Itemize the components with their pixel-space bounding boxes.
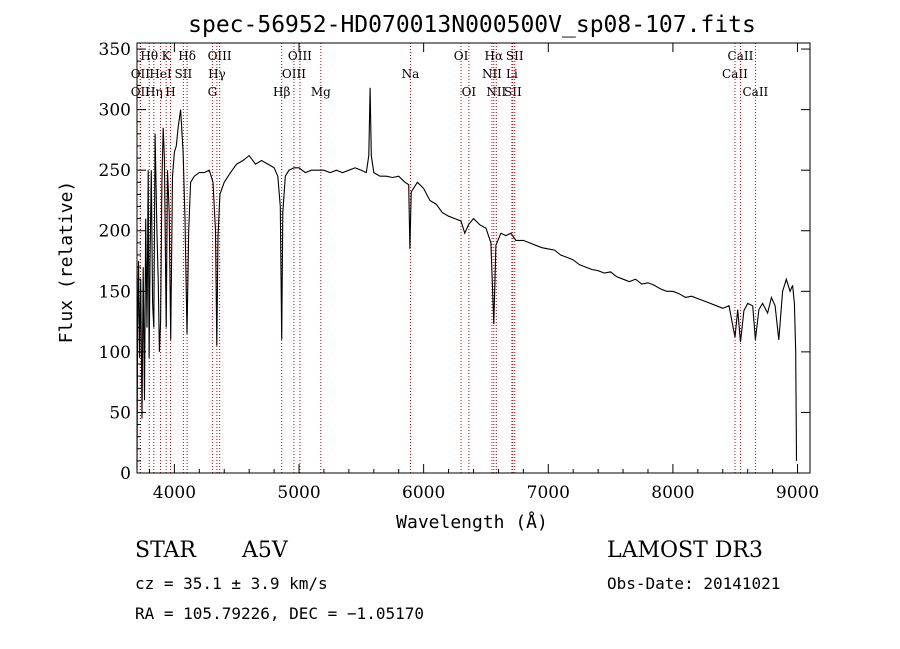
marker-label: OIII — [282, 67, 306, 81]
survey-label: LAMOST DR3 — [607, 538, 763, 563]
marker-label: Hδ — [178, 49, 196, 63]
marker-label: SII — [504, 85, 522, 99]
x-tick-label: 7000 — [527, 483, 570, 503]
line-markers: OIIHθOIIHηHeIKHSIIHδGHγOIIIHβOIIIOIIIMgN… — [131, 43, 769, 473]
marker-label: SII — [506, 49, 524, 63]
object-subclass: A5V — [242, 538, 288, 563]
y-tick-label: 300 — [99, 101, 131, 121]
x-tick-label: 6000 — [402, 483, 445, 503]
marker-label: NII — [486, 85, 506, 99]
chart-title: spec-56952-HD070013N000500V_sp08-107.fit… — [188, 12, 756, 38]
marker-label: Hη — [145, 85, 163, 99]
obs-date-text: Obs-Date: 20141021 — [607, 574, 781, 593]
marker-label: G — [208, 85, 218, 99]
x-tick-label: 8000 — [651, 483, 694, 503]
y-tick-label: 250 — [99, 161, 131, 181]
flux-series-line — [136, 87, 798, 470]
y-tick-label: 350 — [99, 40, 131, 60]
marker-label: HeI — [149, 67, 172, 81]
y-tick-label: 50 — [109, 403, 131, 423]
y-tick-label: 0 — [120, 464, 131, 484]
x-tick-label: 9000 — [776, 483, 819, 503]
marker-label: Hβ — [273, 85, 290, 99]
marker-label: K — [162, 49, 172, 63]
redshift-text: cz = 35.1 ± 3.9 km/s — [135, 574, 328, 593]
marker-label: CaII — [722, 67, 748, 81]
marker-label: Na — [402, 67, 420, 81]
marker-label: NII — [482, 67, 502, 81]
marker-label: Hθ — [140, 49, 158, 63]
marker-label: OIII — [208, 49, 232, 63]
plot-frame — [136, 42, 811, 474]
marker-label: OIII — [288, 49, 312, 63]
marker-label: OI — [454, 49, 469, 63]
x-tick-label: 5000 — [277, 483, 320, 503]
marker-label: Hγ — [208, 67, 226, 81]
y-tick-label: 150 — [99, 282, 131, 302]
marker-label: Li — [506, 67, 518, 81]
marker-label: SII — [175, 67, 193, 81]
marker-label: H — [165, 85, 175, 99]
y-axis-label: Flux (relative) — [56, 181, 77, 344]
object-class: STAR — [135, 538, 196, 563]
y-tick-label: 100 — [99, 343, 131, 363]
x-axis-label: Wavelength (Å) — [396, 511, 548, 533]
coordinates-text: RA = 105.79226, DEC = −1.05170 — [135, 604, 424, 623]
marker-label: CaII — [728, 49, 754, 63]
y-tick-label: 200 — [99, 222, 131, 242]
marker-label: OI — [462, 85, 477, 99]
marker-label: Hα — [485, 49, 504, 63]
marker-label: OII — [131, 67, 151, 81]
axis-ticks: 4000 5000 6000 7000 8000 9000 0 50 100 150 200 250 3… — [99, 40, 820, 503]
x-tick-label: 4000 — [153, 483, 196, 503]
marker-label: Mg — [311, 85, 331, 99]
marker-label: CaII — [742, 85, 768, 99]
